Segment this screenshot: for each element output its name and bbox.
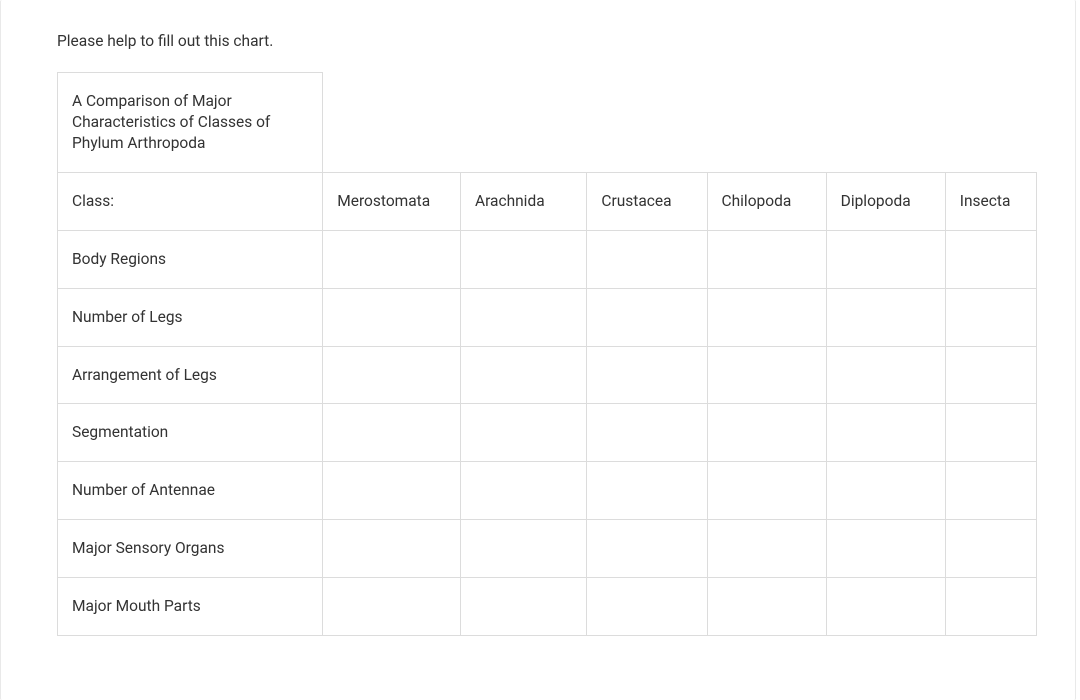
row-label: Major Mouth Parts [58, 578, 323, 636]
cell [826, 404, 945, 462]
cell [826, 346, 945, 404]
cell [587, 462, 707, 520]
title-spacer [826, 73, 945, 173]
cell [460, 288, 586, 346]
cell [587, 578, 707, 636]
table-row: Arrangement of Legs [58, 346, 1037, 404]
cell [323, 578, 461, 636]
table-row: Number of Antennae [58, 462, 1037, 520]
cell [707, 288, 826, 346]
cell [460, 346, 586, 404]
class-col-chilopoda: Chilopoda [707, 172, 826, 230]
page-outer: Please help to fill out this chart. A Co… [0, 0, 1080, 700]
row-label: Arrangement of Legs [58, 346, 323, 404]
cell [945, 346, 1036, 404]
cell [945, 578, 1036, 636]
intro-text: Please help to fill out this chart. [57, 32, 1037, 50]
table-row: Segmentation [58, 404, 1037, 462]
table-title-row: A Comparison of Major Characteristics of… [58, 73, 1037, 173]
title-spacer [587, 73, 707, 173]
cell [460, 578, 586, 636]
cell [587, 520, 707, 578]
cell [323, 346, 461, 404]
cell [707, 404, 826, 462]
table-title-cell: A Comparison of Major Characteristics of… [58, 73, 323, 173]
table-row: Major Mouth Parts [58, 578, 1037, 636]
cell [945, 462, 1036, 520]
title-spacer [460, 73, 586, 173]
cell [323, 230, 461, 288]
cell [587, 404, 707, 462]
class-label-cell: Class: [58, 172, 323, 230]
cell [826, 520, 945, 578]
cell [945, 404, 1036, 462]
row-label: Number of Legs [58, 288, 323, 346]
table-row: Major Sensory Organs [58, 520, 1037, 578]
cell [460, 462, 586, 520]
cell [460, 520, 586, 578]
cell [826, 578, 945, 636]
class-col-arachnida: Arachnida [460, 172, 586, 230]
cell [826, 462, 945, 520]
cell [707, 520, 826, 578]
cell [707, 462, 826, 520]
cell [323, 288, 461, 346]
content-card: Please help to fill out this chart. A Co… [0, 0, 1076, 700]
cell [707, 578, 826, 636]
row-label: Body Regions [58, 230, 323, 288]
title-spacer [707, 73, 826, 173]
cell [826, 288, 945, 346]
cell [323, 462, 461, 520]
cell [945, 520, 1036, 578]
cell [460, 404, 586, 462]
class-col-merostomata: Merostomata [323, 172, 461, 230]
class-col-insecta: Insecta [945, 172, 1036, 230]
cell [323, 404, 461, 462]
row-label: Number of Antennae [58, 462, 323, 520]
cell [323, 520, 461, 578]
class-header-row: Class: Merostomata Arachnida Crustacea C… [58, 172, 1037, 230]
cell [826, 230, 945, 288]
cell [460, 230, 586, 288]
cell [587, 346, 707, 404]
cell [945, 230, 1036, 288]
title-spacer [945, 73, 1036, 173]
class-col-crustacea: Crustacea [587, 172, 707, 230]
comparison-table: A Comparison of Major Characteristics of… [57, 72, 1037, 636]
cell [707, 230, 826, 288]
table-row: Number of Legs [58, 288, 1037, 346]
class-col-diplopoda: Diplopoda [826, 172, 945, 230]
cell [707, 346, 826, 404]
cell [587, 230, 707, 288]
cell [587, 288, 707, 346]
cell [945, 288, 1036, 346]
table-row: Body Regions [58, 230, 1037, 288]
row-label: Major Sensory Organs [58, 520, 323, 578]
row-label: Segmentation [58, 404, 323, 462]
title-spacer [323, 73, 461, 173]
